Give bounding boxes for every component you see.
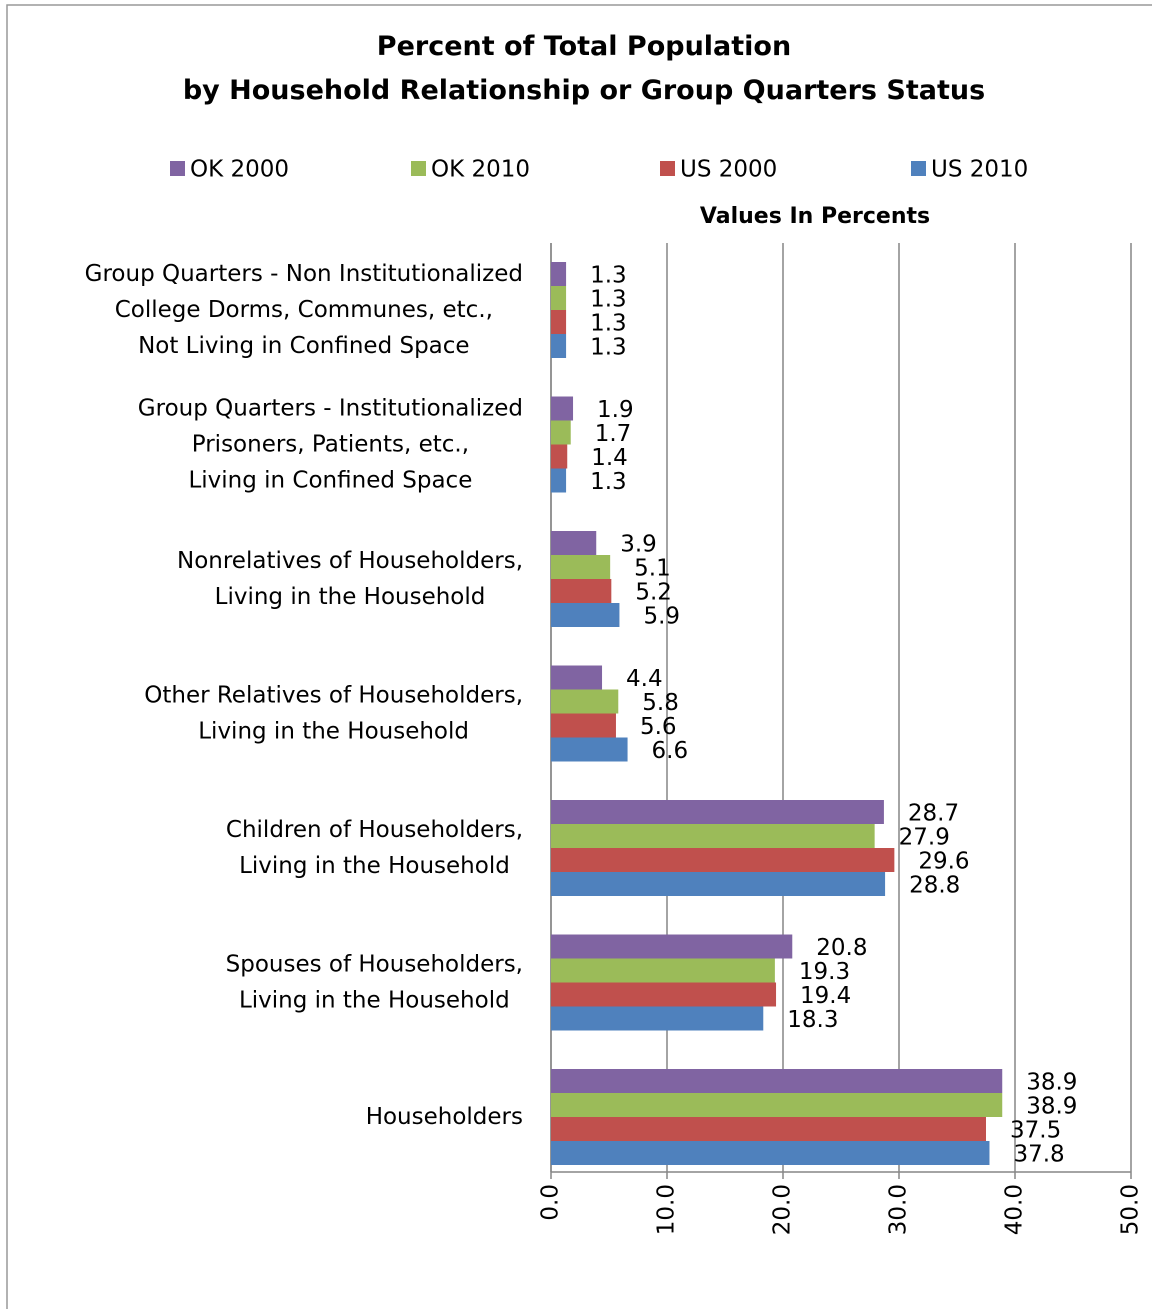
y-tick-label: Nonrelatives of Householders, Living in t… bbox=[177, 548, 523, 610]
data-label: 5.9 bbox=[643, 604, 680, 630]
data-label: 1.9 bbox=[597, 397, 634, 423]
x-tick-label: 40.0 bbox=[1002, 1184, 1028, 1235]
bar bbox=[551, 848, 895, 872]
data-label: 37.8 bbox=[1013, 1142, 1064, 1168]
data-label: 19.3 bbox=[799, 959, 850, 985]
legend-swatch bbox=[170, 161, 185, 176]
data-label: 1.3 bbox=[590, 311, 627, 337]
bar bbox=[551, 689, 619, 714]
data-label: 19.4 bbox=[800, 983, 851, 1009]
data-label: 20.8 bbox=[816, 935, 867, 961]
y-tick-label: Spouses of Householders, Living in the Ho… bbox=[226, 951, 523, 1013]
x-tick-label: 0.0 bbox=[538, 1184, 564, 1221]
legend-swatch bbox=[911, 161, 926, 176]
y-tick-label: Group Quarters - Non Institutionalized Co… bbox=[85, 261, 523, 359]
x-tick-label: 50.0 bbox=[1118, 1184, 1144, 1235]
bar bbox=[551, 800, 884, 824]
data-label: 27.9 bbox=[899, 825, 950, 851]
bar bbox=[551, 665, 603, 690]
legend-label: US 2000 bbox=[680, 157, 777, 183]
x-tick-label: 10.0 bbox=[654, 1184, 680, 1235]
bar bbox=[551, 396, 574, 421]
bar bbox=[551, 1093, 1003, 1117]
bar bbox=[551, 579, 612, 603]
bar bbox=[551, 958, 775, 983]
y-tick-label: Householders bbox=[366, 1104, 523, 1130]
data-label: 5.1 bbox=[634, 556, 671, 582]
data-label: 5.2 bbox=[635, 580, 672, 606]
chart-border bbox=[6, 4, 1152, 1309]
bar bbox=[551, 262, 567, 286]
bar bbox=[551, 286, 567, 310]
data-label: 1.3 bbox=[590, 469, 627, 495]
data-label: 18.3 bbox=[787, 1007, 838, 1033]
data-label: 5.8 bbox=[642, 690, 679, 716]
x-tick-label: 20.0 bbox=[770, 1184, 796, 1235]
bar bbox=[551, 468, 567, 493]
bar bbox=[551, 420, 571, 445]
legend-label: OK 2010 bbox=[431, 157, 530, 183]
data-label: 1.4 bbox=[591, 445, 628, 471]
bar bbox=[551, 872, 886, 896]
bar bbox=[551, 1006, 764, 1031]
legend-label: US 2010 bbox=[931, 157, 1028, 183]
data-label: 28.7 bbox=[908, 801, 959, 827]
x-axis-title: Values In Percents bbox=[700, 204, 930, 229]
bar bbox=[551, 444, 568, 469]
data-label: 1.3 bbox=[590, 287, 627, 313]
y-tick-label: Other Relatives of Householders, Living i… bbox=[144, 682, 523, 744]
bar bbox=[551, 1069, 1003, 1093]
data-label: 38.9 bbox=[1026, 1094, 1077, 1120]
data-label: 29.6 bbox=[918, 849, 969, 875]
bar bbox=[551, 310, 567, 334]
data-label: 3.9 bbox=[620, 532, 657, 558]
data-label: 1.3 bbox=[590, 335, 627, 361]
bar bbox=[551, 603, 620, 627]
bar bbox=[551, 982, 777, 1007]
legend-label: OK 2000 bbox=[190, 157, 289, 183]
bar bbox=[551, 1117, 986, 1141]
y-tick-label: Children of Householders, Living in the H… bbox=[226, 817, 523, 879]
chart-title: Percent of Total Population by Household … bbox=[183, 31, 985, 106]
data-label: 6.6 bbox=[652, 738, 689, 764]
data-label: 4.4 bbox=[626, 666, 663, 692]
data-label: 37.5 bbox=[1010, 1118, 1061, 1144]
bar bbox=[551, 531, 597, 555]
data-label: 5.6 bbox=[640, 714, 677, 740]
x-tick-label: 30.0 bbox=[886, 1184, 912, 1235]
bar bbox=[551, 1141, 990, 1165]
data-label: 1.3 bbox=[590, 263, 627, 289]
legend-swatch bbox=[660, 161, 675, 176]
data-label: 38.9 bbox=[1026, 1070, 1077, 1096]
y-tick-label: Group Quarters - Institutionalized Prison… bbox=[138, 395, 523, 493]
bar bbox=[551, 824, 875, 848]
data-label: 1.7 bbox=[595, 421, 632, 447]
bar bbox=[551, 555, 611, 579]
legend-swatch bbox=[411, 161, 426, 176]
bar bbox=[551, 934, 793, 959]
bar bbox=[551, 737, 628, 762]
bar bbox=[551, 334, 567, 358]
bar bbox=[551, 713, 616, 738]
data-label: 28.8 bbox=[909, 873, 960, 899]
